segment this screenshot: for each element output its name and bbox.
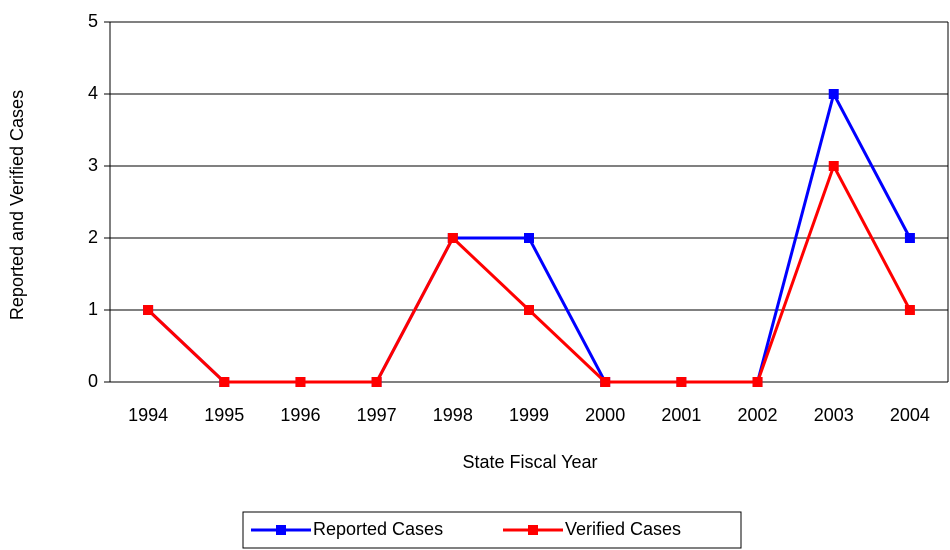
point-marker <box>676 377 687 387</box>
point-marker <box>904 233 915 243</box>
point-marker <box>219 377 230 387</box>
point-marker <box>295 377 306 387</box>
x-axis-label: State Fiscal Year <box>462 452 597 472</box>
point-marker <box>143 305 154 315</box>
point-marker <box>752 377 763 387</box>
point-marker <box>828 89 839 99</box>
x-tick-label: 2004 <box>890 405 930 425</box>
legend-marker <box>528 525 538 535</box>
point-marker <box>447 233 458 243</box>
x-tick-label: 2000 <box>585 405 625 425</box>
y-tick-label: 0 <box>88 371 98 391</box>
point-marker <box>600 377 611 387</box>
x-tick-label: 2003 <box>814 405 854 425</box>
x-tick-label: 1996 <box>280 405 320 425</box>
legend-label: Verified Cases <box>565 519 681 539</box>
y-axis-label: Reported and Verified Cases <box>7 90 27 320</box>
legend-marker <box>276 525 286 535</box>
point-marker <box>371 377 382 387</box>
y-tick-label: 5 <box>88 11 98 31</box>
point-marker <box>524 305 534 315</box>
x-tick-label: 2002 <box>738 405 778 425</box>
point-marker <box>524 233 534 243</box>
y-tick-label: 2 <box>88 227 98 247</box>
y-tick-label: 4 <box>88 83 98 103</box>
x-tick-label: 1999 <box>509 405 549 425</box>
x-tick-label: 1995 <box>204 405 244 425</box>
legend-label: Reported Cases <box>313 519 443 539</box>
x-tick-label: 1998 <box>433 405 473 425</box>
series-line <box>147 162 912 384</box>
y-tick-label: 1 <box>88 299 98 319</box>
x-tick-label: 2001 <box>661 405 701 425</box>
x-tick-label: 1997 <box>357 405 397 425</box>
legend-box <box>242 511 742 549</box>
y-tick-label: 3 <box>88 155 98 175</box>
x-tick-label: 1994 <box>128 405 168 425</box>
point-marker <box>828 161 839 171</box>
point-marker <box>904 305 915 315</box>
